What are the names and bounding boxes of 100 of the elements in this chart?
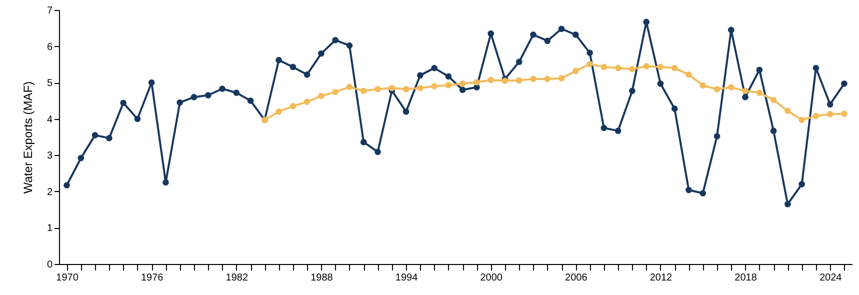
y-tick-label: 0 bbox=[46, 260, 53, 270]
point bbox=[488, 76, 494, 84]
x-tick-label: 1988 bbox=[310, 272, 334, 284]
point bbox=[332, 36, 339, 44]
point bbox=[318, 50, 324, 57]
point bbox=[728, 84, 734, 90]
point bbox=[332, 88, 339, 96]
point bbox=[304, 98, 310, 105]
point bbox=[657, 80, 664, 87]
point bbox=[586, 50, 593, 56]
point bbox=[770, 128, 777, 134]
point bbox=[290, 103, 296, 110]
x-tick-label: 2012 bbox=[650, 272, 673, 284]
point bbox=[544, 38, 551, 44]
point bbox=[812, 64, 820, 72]
point bbox=[402, 86, 410, 92]
point bbox=[92, 132, 98, 138]
x-tick-label: 2018 bbox=[734, 272, 758, 284]
x-tick-label: 1994 bbox=[395, 272, 418, 284]
point bbox=[671, 106, 678, 112]
point bbox=[120, 100, 126, 106]
point bbox=[417, 72, 424, 78]
point bbox=[402, 108, 410, 115]
point bbox=[770, 96, 777, 104]
point bbox=[841, 110, 848, 117]
point bbox=[360, 138, 367, 146]
point bbox=[742, 88, 748, 94]
point bbox=[276, 56, 282, 64]
point bbox=[318, 92, 324, 100]
point bbox=[714, 133, 720, 140]
point bbox=[756, 90, 763, 96]
point bbox=[600, 124, 608, 132]
point bbox=[826, 101, 834, 108]
point bbox=[572, 68, 579, 74]
point bbox=[643, 18, 650, 26]
point bbox=[629, 88, 636, 94]
point bbox=[459, 80, 466, 87]
point bbox=[629, 66, 636, 72]
point bbox=[233, 90, 240, 96]
x-tick-label: 1976 bbox=[140, 272, 164, 284]
point bbox=[360, 88, 367, 94]
point bbox=[445, 73, 452, 80]
point bbox=[417, 84, 424, 92]
point bbox=[826, 110, 834, 118]
point bbox=[374, 86, 381, 92]
point bbox=[600, 64, 608, 70]
point bbox=[700, 82, 706, 89]
point bbox=[346, 42, 353, 49]
point bbox=[812, 112, 820, 120]
point bbox=[374, 148, 381, 156]
point bbox=[134, 116, 141, 122]
x-tick-label: 2000 bbox=[480, 272, 503, 284]
point bbox=[686, 71, 692, 78]
point bbox=[106, 134, 112, 142]
point bbox=[488, 30, 494, 37]
point bbox=[64, 182, 70, 188]
point bbox=[290, 64, 296, 70]
point bbox=[78, 154, 84, 162]
point bbox=[614, 64, 622, 72]
point bbox=[572, 32, 579, 38]
point bbox=[784, 200, 791, 208]
point bbox=[304, 71, 310, 78]
y-tick-label: 5 bbox=[46, 78, 53, 90]
point bbox=[219, 86, 226, 92]
y-tick-label: 4 bbox=[46, 114, 53, 126]
point bbox=[431, 64, 438, 72]
point bbox=[148, 79, 155, 86]
point bbox=[459, 86, 466, 93]
point bbox=[516, 77, 522, 84]
point bbox=[558, 75, 565, 82]
point bbox=[346, 84, 353, 90]
point bbox=[162, 179, 169, 186]
point bbox=[276, 108, 282, 115]
point bbox=[657, 64, 664, 70]
x-tick-label: 1982 bbox=[226, 272, 248, 284]
point bbox=[190, 94, 198, 100]
point bbox=[614, 128, 622, 134]
point bbox=[204, 92, 212, 98]
point bbox=[176, 99, 184, 106]
point bbox=[841, 80, 848, 87]
x-tick-label: 2024 bbox=[819, 272, 842, 284]
point bbox=[756, 66, 763, 74]
point bbox=[544, 76, 551, 82]
y-tick-label: 2 bbox=[46, 186, 53, 198]
y-tick-label: 3 bbox=[46, 150, 53, 162]
x-tick-label: 2006 bbox=[565, 272, 588, 284]
point bbox=[530, 76, 536, 82]
point bbox=[686, 186, 692, 194]
point bbox=[728, 26, 734, 34]
point bbox=[700, 190, 706, 196]
x-tick-label: 1970 bbox=[56, 272, 79, 284]
point bbox=[388, 84, 396, 92]
point bbox=[714, 86, 720, 92]
point bbox=[586, 60, 593, 68]
point bbox=[474, 79, 480, 86]
point bbox=[516, 58, 522, 66]
y-axis-title: Water Exports (MAF) bbox=[20, 81, 35, 194]
y-tick-label: 7 bbox=[46, 6, 53, 16]
point bbox=[431, 83, 438, 90]
point bbox=[643, 63, 650, 70]
